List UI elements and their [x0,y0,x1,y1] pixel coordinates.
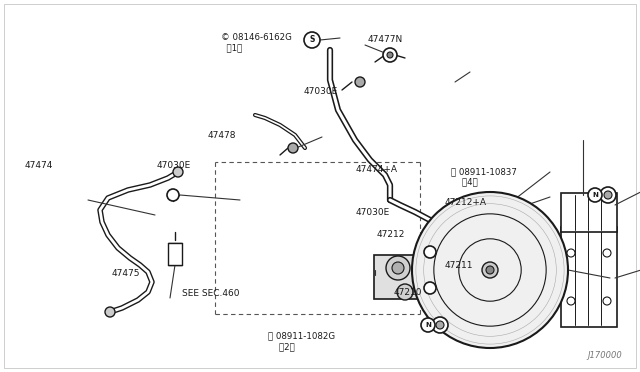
Text: 47211: 47211 [445,262,474,270]
Circle shape [421,318,435,332]
Circle shape [412,192,568,348]
Text: SEE SEC.460: SEE SEC.460 [182,289,240,298]
Text: J170000: J170000 [588,351,622,360]
Circle shape [600,187,616,203]
Circle shape [482,262,498,278]
Text: 47030E: 47030E [304,87,339,96]
Circle shape [486,266,494,274]
Text: N: N [592,192,598,198]
Text: S: S [309,35,315,45]
Circle shape [304,32,320,48]
Text: 47478: 47478 [208,131,237,140]
Text: 47474+A: 47474+A [355,165,397,174]
Text: 47475: 47475 [112,269,141,278]
Circle shape [167,189,179,201]
Circle shape [603,297,611,305]
Text: N: N [425,322,431,328]
Circle shape [432,317,448,333]
Circle shape [424,246,436,258]
Circle shape [567,297,575,305]
Circle shape [603,249,611,257]
FancyBboxPatch shape [374,255,431,299]
Bar [168,243,182,265]
Circle shape [436,321,444,329]
Circle shape [397,284,413,300]
Circle shape [392,262,404,274]
FancyBboxPatch shape [561,193,617,232]
Circle shape [173,167,183,177]
Text: 47477N: 47477N [368,35,403,44]
Circle shape [567,249,575,257]
Circle shape [604,191,612,199]
Circle shape [288,143,298,153]
Text: Ⓝ 08911-1082G
    （2）: Ⓝ 08911-1082G （2） [268,332,335,351]
Circle shape [386,256,410,280]
Circle shape [424,282,436,294]
Text: 47212+A: 47212+A [445,198,487,207]
Circle shape [383,48,397,62]
Circle shape [105,307,115,317]
Text: © 08146-6162G
  （1）: © 08146-6162G （1） [221,33,292,52]
Circle shape [387,52,393,58]
Circle shape [449,234,461,246]
Text: 47212: 47212 [376,230,404,239]
FancyBboxPatch shape [561,227,617,327]
Text: 47474: 47474 [24,161,52,170]
Circle shape [588,188,602,202]
Text: 47030E: 47030E [157,161,191,170]
Text: 47210: 47210 [394,288,422,296]
Circle shape [355,77,365,87]
Text: Ⓝ 08911-10837
    （4）: Ⓝ 08911-10837 （4） [451,167,517,186]
Text: 47030E: 47030E [355,208,390,217]
